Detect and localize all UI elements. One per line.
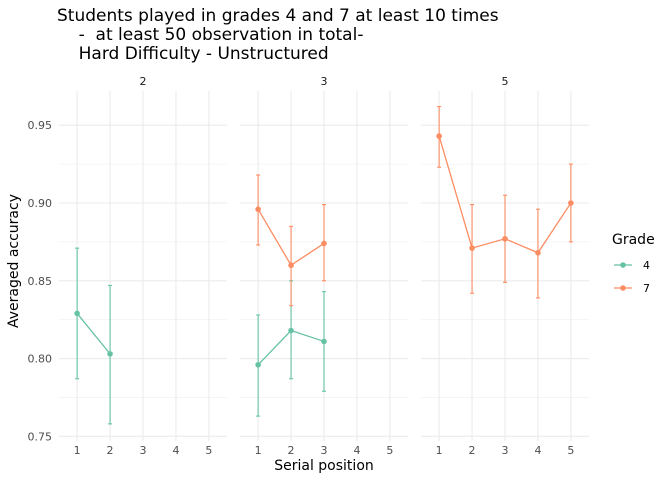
data-point: [288, 262, 294, 269]
facet-panels: 2 1 2 3 4 5 3 1 2 3 4 5 5 1 2 3 4 5: [59, 75, 589, 457]
facet-strip-label: 3: [321, 75, 328, 88]
data-point: [535, 249, 541, 256]
y-tick-label: 0.80: [28, 353, 53, 366]
data-point: [74, 310, 80, 317]
y-tick-label: 0.75: [28, 430, 53, 443]
x-tick-label: 2: [469, 444, 476, 457]
data-point: [255, 206, 261, 213]
x-tick-label: 2: [107, 444, 114, 457]
legend-label: 7: [643, 282, 650, 295]
x-tick-label: 4: [172, 444, 179, 457]
series-grade-7: [436, 106, 574, 299]
legend-entry-7: 7: [614, 282, 650, 295]
data-point: [502, 235, 508, 242]
data-point: [288, 327, 294, 334]
y-tick-label: 0.90: [28, 197, 53, 210]
legend-label: 4: [643, 259, 650, 272]
data-point: [321, 240, 327, 247]
legend: Grade 4 7: [612, 232, 655, 295]
x-axis-title: Serial position: [274, 458, 374, 474]
data-point: [255, 361, 261, 368]
chart-title-line-2: - at least 50 observation in total-: [57, 25, 363, 45]
facet-strip-label: 5: [502, 75, 509, 88]
x-tick-label: 2: [288, 444, 295, 457]
x-tick-label: 4: [353, 444, 360, 457]
chart-title: Students played in grades 4 and 7 at lea…: [57, 6, 499, 64]
y-tick-label: 0.85: [28, 275, 53, 288]
x-tick-label: 3: [321, 444, 328, 457]
legend-key-point: [620, 285, 626, 291]
x-tick-label: 5: [386, 444, 393, 457]
chart-title-line-3: Hard Difficulty - Unstructured: [57, 44, 329, 64]
y-tick-label: 0.95: [28, 119, 53, 132]
x-tick-label: 3: [140, 444, 147, 457]
facet-panel-5: 5 1 2 3 4 5: [421, 75, 589, 457]
series-grade-4: [74, 247, 113, 425]
x-tick-label: 3: [502, 444, 509, 457]
data-point: [568, 200, 574, 206]
data-point: [321, 338, 327, 345]
legend-entry-4: 4: [614, 259, 650, 272]
legend-key-point: [620, 262, 626, 268]
data-point: [107, 351, 113, 357]
x-tick-label: 5: [205, 444, 212, 457]
data-point: [436, 133, 442, 139]
y-axis-title: Averaged accuracy: [6, 194, 22, 328]
facet-panel-2: 2 1 2 3 4 5: [59, 75, 227, 457]
y-axis-ticks: 0.75 0.80 0.85 0.90 0.95: [28, 119, 53, 443]
x-tick-label: 5: [567, 444, 574, 457]
chart-title-line-1: Students played in grades 4 and 7 at lea…: [57, 6, 499, 26]
series-line: [76, 313, 111, 355]
x-tick-label: 1: [436, 444, 443, 457]
facet-panel-3: 3 1 2 3 4 5: [240, 75, 408, 457]
x-tick-label: 4: [534, 444, 541, 457]
series-grade-7: [255, 174, 327, 307]
facet-strip-label: 2: [140, 75, 147, 88]
x-tick-label: 1: [74, 444, 81, 457]
data-point: [469, 245, 475, 251]
x-tick-label: 1: [255, 444, 262, 457]
legend-title: Grade: [612, 232, 655, 248]
